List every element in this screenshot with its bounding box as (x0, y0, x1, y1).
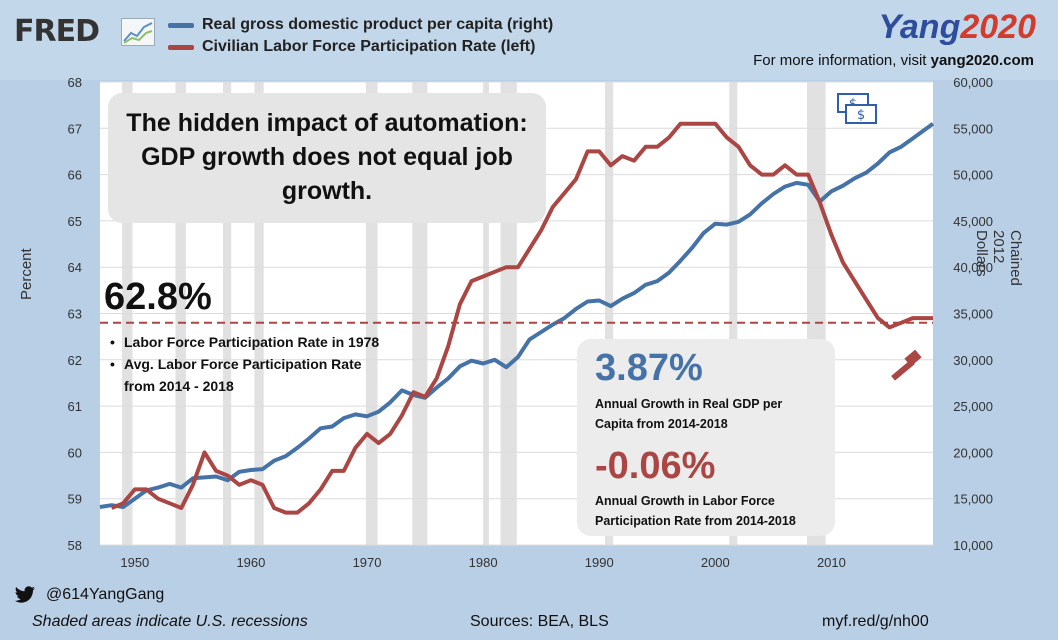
y-tick-left-label: 64 (68, 260, 82, 275)
headline-callout: The hidden impact of automation: GDP gro… (108, 93, 546, 223)
y-tick-left-label: 58 (68, 538, 82, 553)
lfpr-1978-value: 62.8% (104, 276, 212, 318)
gdp-growth-value: 3.87% (595, 347, 703, 389)
short-url-link[interactable]: myf.red/g/nh00 (822, 613, 929, 630)
y-axis-left-label: Percent (18, 248, 35, 300)
fred-logo: FRED (14, 14, 100, 49)
y-tick-left-label: 66 (68, 168, 82, 183)
fred-logo-graph-icon (121, 18, 155, 46)
headline-line2: GDP growth does not equal job (141, 142, 513, 171)
gdp-growth-desc: Annual Growth in Real GDP per Capita from… (595, 397, 783, 431)
twitter-handle[interactable]: @614YangGang (14, 586, 164, 604)
x-tick-label: 1990 (585, 555, 614, 570)
y-tick-right-label: 55,000 (953, 121, 993, 136)
lfpr-series-line (110, 121, 933, 515)
y-tick-right-label: 40,000 (953, 260, 993, 275)
sources-text: Sources: BEA, BLS (470, 613, 609, 630)
legend-swatch-lfpr (168, 44, 194, 50)
y-tick-left-label: 63 (68, 307, 82, 322)
y-tick-right-label: 15,000 (953, 492, 993, 507)
y-tick-right-label: 20,000 (953, 445, 993, 460)
y-tick-right-label: 10,000 (953, 538, 993, 553)
recession-note: Shaded areas indicate U.S. recessions (32, 613, 308, 630)
y-tick-right-label: 45,000 (953, 214, 993, 229)
y-axis-right-label: Chained 2012 Dollars (973, 230, 1024, 286)
y-tick-right-label: 50,000 (953, 168, 993, 183)
y-tick-left-label: 65 (68, 214, 82, 229)
y-tick-right-label: 30,000 (953, 353, 993, 368)
x-tick-label: 1980 (469, 555, 498, 570)
gdp-series-line (99, 122, 935, 509)
bullet-avg: Avg. Labor Force Participation Rate (124, 356, 362, 372)
y-tick-left-label: 62 (68, 353, 82, 368)
y-tick-left-label: 68 (68, 75, 82, 90)
footer: Shaded areas indicate U.S. recessions So… (0, 608, 1058, 640)
legend: Real gross domestic product per capita (… (168, 14, 553, 58)
y-tick-right-label: 25,000 (953, 399, 993, 414)
stats-box: 3.87% Annual Growth in Real GDP per Capit… (577, 339, 835, 536)
yang2020-logo: Yang2020 (878, 8, 1036, 46)
x-tick-label: 1960 (236, 555, 265, 570)
x-tick-label: 1950 (120, 555, 149, 570)
y-tick-right-label: 60,000 (953, 75, 993, 90)
visit-text: For more information, visit yang2020.com (753, 52, 1034, 69)
legend-item-gdp: Real gross domestic product per capita (… (168, 14, 553, 36)
header-bar (0, 0, 1058, 80)
legend-label-gdp: Real gross domestic product per capita (… (202, 16, 554, 33)
headline-line3: growth. (281, 176, 373, 205)
y-tick-left-label: 59 (68, 492, 82, 507)
hammer-icon (886, 349, 926, 393)
lfpr-growth-value: -0.06% (595, 445, 716, 487)
legend-swatch-gdp (168, 22, 194, 28)
bullet-avg-years: from 2014 - 2018 (124, 378, 234, 394)
y-tick-left-label: 60 (68, 445, 82, 460)
legend-item-lfpr: Civilian Labor Force Participation Rate … (168, 36, 553, 58)
svg-text:$: $ (857, 108, 865, 123)
x-tick-label: 2010 (817, 555, 846, 570)
money-bills-icon: $ $ (836, 92, 878, 130)
headline-line1: The hidden impact of automation: (126, 109, 528, 137)
bullet-1978: Labor Force Participation Rate in 1978 (124, 334, 380, 350)
visit-link[interactable]: yang2020.com (930, 52, 1034, 69)
lfpr-bullets: • Labor Force Participation Rate in 1978 … (110, 331, 379, 397)
legend-label-lfpr: Civilian Labor Force Participation Rate … (202, 38, 536, 55)
y-tick-left-label: 67 (68, 121, 82, 136)
twitter-icon (14, 586, 35, 603)
y-tick-left-label: 61 (68, 399, 82, 414)
x-tick-label: 2000 (701, 555, 730, 570)
x-tick-label: 1970 (353, 555, 382, 570)
lfpr-growth-desc: Annual Growth in Labor Force Participatio… (595, 494, 796, 528)
y-tick-right-label: 35,000 (953, 307, 993, 322)
